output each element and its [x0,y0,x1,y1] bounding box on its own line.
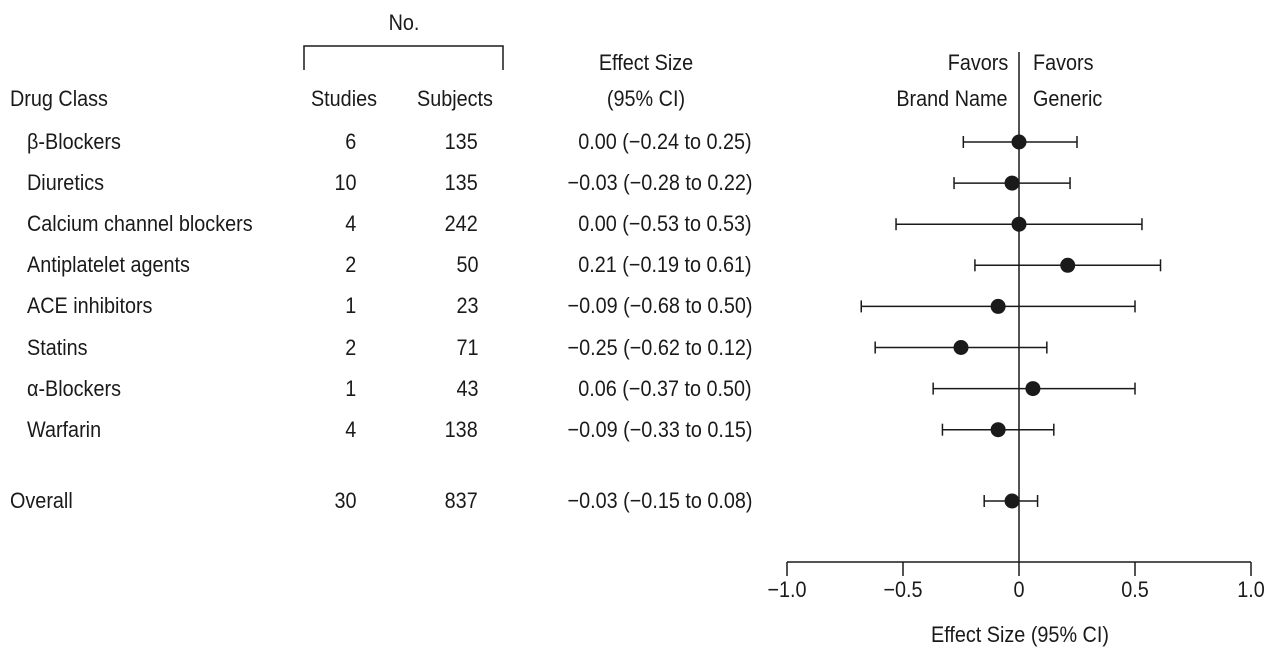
x-tick-label: 1.0 [1237,577,1265,602]
subjects-count: 50 [455,252,478,278]
effect-size-ci-text: −0.03 (−0.28 to 0.22) [567,170,752,196]
favors-brand-line2: Brand Name [896,86,1008,111]
drug-class-label: Calcium channel blockers [27,211,253,237]
studies-count: 4 [344,416,356,442]
studies-count: 4 [344,211,356,237]
favors-generic-line2: Generic [1033,86,1103,111]
point-estimate [990,422,1006,438]
subjects-count: 43 [455,375,478,401]
subjects-count: 23 [455,293,478,319]
subjects-count: 135 [444,129,478,154]
studies-count: 2 [344,252,356,278]
effect-size-ci-text: −0.09 (−0.68 to 0.50) [567,293,752,319]
studies-count: 2 [344,334,356,360]
effect-size-ci-text: 0.00 (−0.24 to 0.25) [578,129,752,154]
subjects-count: 837 [444,488,478,513]
studies-count: 6 [344,129,356,154]
drug-class-label: ACE inhibitors [27,293,153,319]
favors-brand-line1: Favors [947,50,1008,75]
effect-size-ci-text: −0.25 (−0.62 to 0.12) [567,334,752,360]
x-tick-label: −1.0 [767,577,807,602]
point-estimate [1060,257,1076,273]
drug-class-label: Warfarin [27,416,102,442]
x-axis-label: Effect Size (95% CI) [931,622,1109,647]
point-estimate [990,298,1006,314]
x-tick-label: −0.5 [883,577,923,602]
drug-class-label: Statins [27,334,88,360]
drug-class-label: β-Blockers [27,129,121,154]
subjects-count: 71 [455,334,478,360]
subjects-header: Subjects [417,86,493,111]
subjects-count: 242 [444,211,478,237]
studies-header: Studies [310,86,378,111]
drug-class-header: Drug Class [10,86,108,111]
point-estimate [1004,493,1020,509]
effect-size-ci-text: 0.21 (−0.19 to 0.61) [578,252,752,278]
drug-class-label: Antiplatelet agents [27,252,190,278]
subjects-count: 135 [444,170,478,196]
no-bracket [303,45,504,70]
studies-count: 1 [344,293,356,319]
effect-size-ci-text: −0.09 (−0.33 to 0.15) [567,416,752,442]
favors-generic-line1: Favors [1033,50,1094,75]
studies-count: 10 [333,170,356,196]
drug-class-label: α-Blockers [27,375,121,401]
no-header: No. [388,10,420,35]
studies-count: 30 [333,488,356,513]
effect-size-ci-text: −0.03 (−0.15 to 0.08) [567,488,752,513]
studies-count: 1 [344,375,356,401]
x-tick-label: 0.5 [1121,577,1149,602]
point-estimate [1004,175,1020,191]
effect-size-ci-text: 0.00 (−0.53 to 0.53) [578,211,752,237]
effect-size-ci-text: 0.06 (−0.37 to 0.50) [578,375,752,401]
point-estimate [1025,381,1041,397]
effect-size-header: Effect Size [598,50,694,75]
subjects-count: 138 [444,416,478,442]
point-estimate [953,340,969,355]
drug-class-label: Diuretics [27,170,105,196]
effect-ci-header: (95% CI) [606,86,686,111]
x-tick-label: 0 [1013,577,1025,602]
drug-class-label: Overall [10,488,73,513]
